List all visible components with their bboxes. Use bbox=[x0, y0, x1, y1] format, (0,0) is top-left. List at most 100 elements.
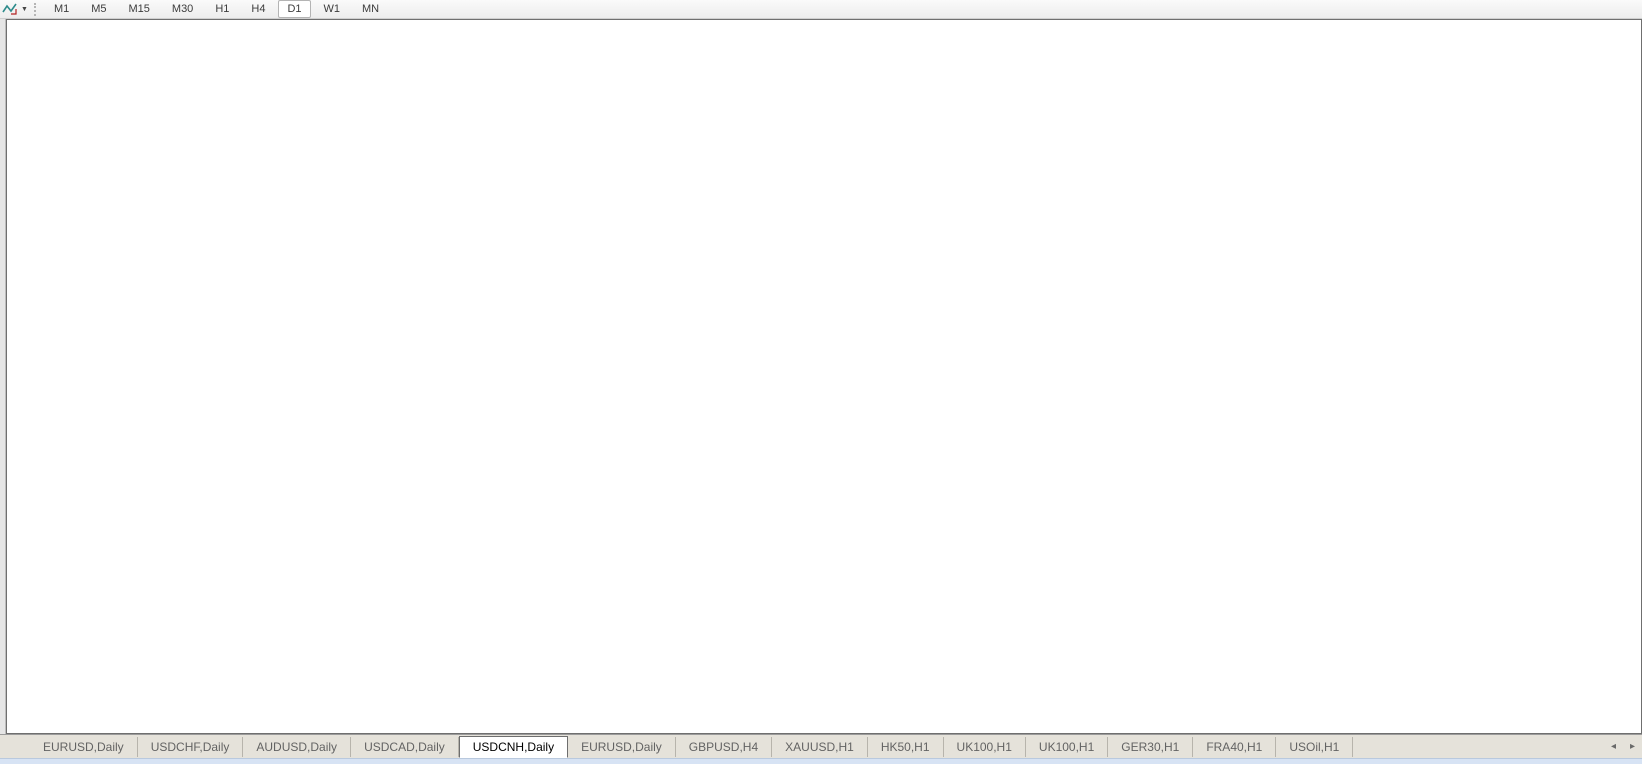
date-tick-mark bbox=[1027, 709, 1029, 713]
date-label: 1 Nov 2019 bbox=[769, 715, 826, 727]
rsi-axis-label: 30 bbox=[1515, 588, 1528, 601]
rsi-tick-mark bbox=[1508, 594, 1512, 596]
tab-scroll-right-icon[interactable]: ▸ bbox=[1629, 741, 1635, 752]
price-tick-label: 6.69550 bbox=[1515, 485, 1555, 497]
macd-signal-value: 0.024785 bbox=[148, 628, 195, 640]
price-badge-7.10011: 7.10011 bbox=[1509, 126, 1556, 141]
date-label: 14 Oct 2019 bbox=[705, 715, 766, 727]
date-tick-mark bbox=[964, 709, 966, 713]
price-tick-mark bbox=[1508, 229, 1512, 230]
macd-histogram bbox=[156, 635, 1268, 703]
price-tick-label: 6.95510 bbox=[1515, 255, 1555, 268]
symbol-period-label: USDCNH,Daily bbox=[26, 23, 109, 37]
date-tick-mark bbox=[773, 709, 775, 713]
date-label: 19 Aug 2019 bbox=[515, 715, 577, 727]
date-tick-mark bbox=[201, 709, 203, 713]
date-label: 20 Nov 2019 bbox=[833, 715, 896, 727]
rsi-axis-label: 70 bbox=[1515, 552, 1528, 565]
price-badge-7.06068: 7.06068 bbox=[1509, 161, 1557, 176]
date-tick-mark bbox=[391, 709, 393, 713]
tool-dropdown-icon[interactable]: ▼ bbox=[21, 5, 28, 13]
price-tick-mark bbox=[1508, 196, 1512, 197]
macd-tick-mark bbox=[1508, 678, 1512, 679]
date-tick-mark bbox=[264, 709, 266, 713]
chart-tab-eurusd-daily[interactable]: EURUSD,Daily bbox=[30, 736, 138, 757]
chart-tab-usdcad-daily[interactable]: USDCAD,Daily bbox=[351, 736, 459, 757]
date-label: 21 Feb 2020 bbox=[1150, 715, 1213, 727]
timeframe-button-m15[interactable]: M15 bbox=[128, 3, 150, 15]
date-label: 11 Mar 2020 bbox=[1214, 715, 1276, 727]
timeframe-button-h1[interactable]: H1 bbox=[215, 3, 230, 15]
toolbar-grip[interactable] bbox=[33, 2, 37, 16]
chart-shift-marker[interactable] bbox=[1212, 21, 1222, 27]
chart-tab-gbpusd-h4[interactable]: GBPUSD,H4 bbox=[676, 736, 773, 757]
chart-tool-icon[interactable] bbox=[2, 2, 18, 16]
price-badge-7.00029: 7.00029 bbox=[1509, 214, 1557, 229]
ma-5-line bbox=[29, 76, 1268, 492]
chart-tab-usdchf-daily[interactable]: USDCHF,Daily bbox=[138, 736, 244, 757]
toolbar: ▼ M1 M5 M15 M30 H1 H4 D1 W1 MN bbox=[0, 0, 1642, 19]
ma-20-line bbox=[29, 110, 1268, 479]
chart-tabs-bar: EURUSD,Daily USDCHF,Daily AUDUSD,Daily USDC… bbox=[0, 734, 1642, 758]
chart-tab-xauusd-h1[interactable]: XAUUSD,H1 bbox=[772, 736, 868, 757]
chart-tab-usoil-h1[interactable]: USOil,H1 bbox=[1276, 736, 1354, 757]
chart-tab-uk100-h1[interactable]: UK100,H1 bbox=[1026, 736, 1109, 757]
price-axis[interactable]: 7.213607.176207.139907.102507.065107.028… bbox=[1508, 19, 1641, 734]
date-label: 27 Dec 2019 bbox=[960, 715, 1023, 727]
date-tick-mark bbox=[328, 709, 330, 713]
chart-tab-eurusd-daily[interactable]: EURUSD,Daily bbox=[568, 736, 676, 757]
timeframe-button-m30[interactable]: M30 bbox=[171, 3, 194, 15]
chart-tab-list: EURUSD,Daily USDCHF,Daily AUDUSD,Daily USDC… bbox=[30, 735, 1604, 758]
status-bar bbox=[0, 758, 1642, 764]
macd-pane[interactable] bbox=[8, 625, 1508, 708]
chart-dropdown-icon[interactable]: ▼ bbox=[14, 27, 22, 36]
chart-title: ▼ USDCNH,Daily 7.08171 7.09102 7.05744 7.0606… bbox=[14, 23, 312, 37]
price-tick-mark bbox=[1508, 457, 1512, 458]
candles bbox=[8, 46, 1270, 511]
rsi-tick-mark bbox=[1508, 538, 1512, 539]
chart-tab-audusd-daily[interactable]: AUDUSD,Daily bbox=[243, 736, 352, 757]
timeframe-buttons: M1 M5 M15 M30 H1 H4 D1 W1 MN bbox=[43, 0, 390, 18]
date-tick-mark bbox=[1218, 709, 1220, 713]
rsi-line bbox=[78, 538, 1268, 616]
price-badge-6.88250: 6.88250 bbox=[1509, 318, 1557, 333]
date-axis[interactable]: 15 Mar 2019 3 Apr 2019 23 Apr 2019 17 May 2… bbox=[6, 709, 1508, 733]
date-label: 25 Sep 2019 bbox=[642, 715, 705, 727]
timeframe-button-m5[interactable]: M5 bbox=[91, 3, 107, 15]
macd-signal-line bbox=[181, 638, 1268, 702]
date-label: 3 Feb 2020 bbox=[1087, 715, 1143, 727]
timeframe-button-d1[interactable]: D1 bbox=[278, 0, 311, 18]
chart-tab-usdcnh-daily[interactable]: USDCNH,Daily bbox=[458, 736, 569, 758]
date-tick-mark bbox=[1091, 709, 1093, 713]
rsi-label: RSI(14) 54.4787 bbox=[14, 535, 104, 547]
price-tick-mark bbox=[1508, 294, 1512, 295]
date-label: 9 Dec 2019 bbox=[896, 715, 953, 727]
timeframe-button-m1[interactable]: M1 bbox=[53, 3, 70, 15]
rsi-pane[interactable] bbox=[8, 532, 1508, 621]
rsi-tick-mark bbox=[1508, 615, 1512, 616]
date-tick-mark bbox=[837, 709, 839, 713]
timeframe-button-mn[interactable]: MN bbox=[362, 3, 380, 15]
timeframe-button-h4[interactable]: H4 bbox=[251, 3, 266, 15]
tab-scroll-left-icon[interactable]: ◂ bbox=[1610, 741, 1616, 752]
price-tick-mark bbox=[1508, 66, 1512, 67]
zigzag-icon bbox=[2, 3, 17, 15]
price-tick-label: 7.17620 bbox=[1515, 60, 1555, 73]
chart-tab-uk100-h1[interactable]: UK100,H1 bbox=[944, 736, 1026, 757]
macd-axis-label: 0.063113 bbox=[1515, 627, 1561, 639]
rsi-axis-label: 0 bbox=[1515, 609, 1522, 621]
low-value: 7.05744 bbox=[213, 23, 257, 37]
close-value: 7.06068 bbox=[262, 23, 306, 37]
macd-axis-label: -0.038872 bbox=[1515, 697, 1565, 709]
chart-tab-hk50-h1[interactable]: HK50,H1 bbox=[868, 736, 944, 757]
chart-tab-ger30-h1[interactable]: GER30,H1 bbox=[1108, 736, 1194, 757]
chart-tab-fra40-h1[interactable]: FRA40,H1 bbox=[1193, 736, 1277, 757]
window-left-frame bbox=[0, 19, 6, 758]
price-tick-label: 6.65920 bbox=[1515, 517, 1555, 530]
price-chart-pane[interactable] bbox=[8, 19, 1508, 530]
date-label: 24 Jun 2019 bbox=[324, 715, 385, 727]
price-tick-mark bbox=[1508, 392, 1512, 393]
price-tick-label: 6.80660 bbox=[1515, 386, 1555, 399]
timeframe-button-w1[interactable]: W1 bbox=[323, 3, 341, 15]
